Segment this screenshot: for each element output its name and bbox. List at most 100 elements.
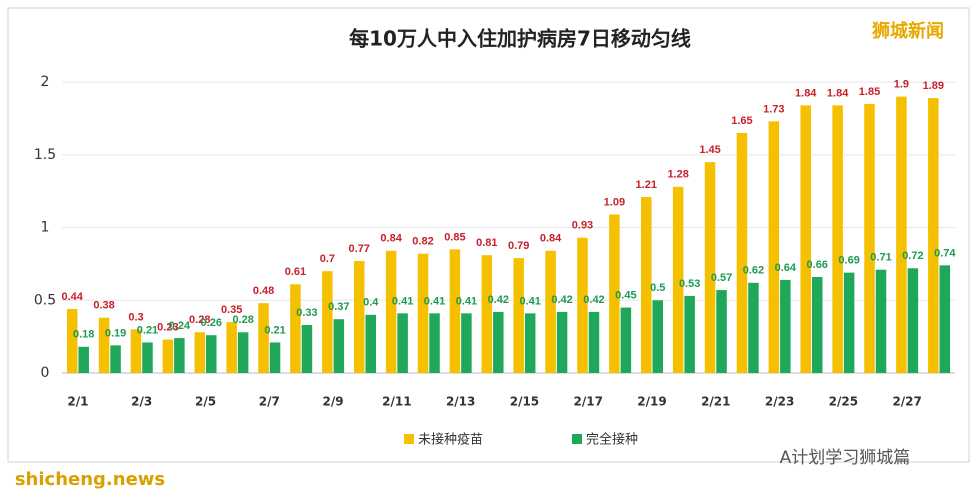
value-label: 1.45	[699, 144, 720, 156]
bar	[417, 253, 429, 373]
bar	[353, 261, 365, 373]
value-label: 0.37	[328, 301, 349, 313]
value-label: 0.41	[519, 295, 540, 307]
value-label: 0.33	[296, 307, 317, 319]
value-label: 0.81	[476, 237, 497, 249]
value-label: 0.23	[157, 321, 178, 333]
value-label: 0.21	[264, 324, 285, 336]
bar	[800, 105, 811, 373]
bar	[672, 186, 684, 373]
x-tick-label: 2/9	[323, 395, 344, 409]
bar	[194, 332, 206, 373]
value-label: 0.69	[838, 255, 859, 267]
value-label: 0.38	[93, 300, 114, 312]
value-label: 0.42	[551, 294, 572, 306]
bar	[98, 317, 110, 373]
x-tick-label: 2/19	[637, 395, 666, 409]
bar	[832, 105, 843, 373]
value-label: 0.28	[189, 314, 210, 326]
value-label: 0.66	[807, 259, 828, 271]
x-tick-label: 2/23	[765, 395, 794, 409]
value-label: 0.62	[743, 265, 764, 277]
x-tick-label: 2/13	[446, 395, 475, 409]
bar	[716, 290, 727, 373]
legend-swatch	[404, 434, 414, 444]
bar	[609, 214, 620, 373]
value-label: 0.41	[424, 295, 445, 307]
bar	[397, 313, 408, 373]
value-label: 0.7	[320, 253, 335, 265]
bar	[226, 322, 237, 373]
value-label: 1.28	[667, 169, 688, 181]
value-label: 0.71	[870, 252, 891, 264]
value-label: 1.09	[604, 196, 625, 208]
value-label: 1.21	[636, 179, 657, 191]
value-label: 0.53	[679, 278, 700, 290]
bar	[641, 197, 652, 373]
bar	[142, 342, 153, 373]
value-label: 0.41	[392, 295, 413, 307]
value-label: 0.35	[221, 304, 242, 316]
value-label: 0.42	[583, 294, 604, 306]
bar	[206, 335, 217, 373]
bar	[110, 345, 121, 373]
value-label: 0.82	[412, 236, 433, 248]
value-label: 0.28	[232, 314, 253, 326]
legend-label: 未接种疫苗	[418, 432, 483, 448]
value-label: 1.9	[894, 79, 909, 91]
bar	[620, 307, 632, 373]
bar	[365, 314, 376, 373]
bar	[322, 271, 333, 373]
bar	[864, 103, 875, 373]
x-tick-label: 2/7	[259, 395, 280, 409]
y-tick-label: 1	[41, 220, 50, 236]
bar	[130, 329, 142, 373]
bar	[301, 325, 313, 373]
x-tick-label: 2/3	[131, 395, 152, 409]
bar	[493, 311, 504, 373]
value-label: 0.85	[444, 231, 465, 243]
bar	[811, 277, 823, 373]
bar	[333, 319, 345, 373]
x-tick-label: 2/11	[382, 395, 411, 409]
value-label: 1.73	[763, 103, 784, 115]
value-label: 0.26	[201, 317, 222, 329]
value-label: 0.93	[572, 220, 593, 232]
bar	[545, 250, 556, 373]
bar	[269, 342, 281, 373]
legend-label: 完全接种	[586, 432, 638, 448]
value-label: 0.84	[380, 233, 402, 245]
bar	[162, 339, 174, 373]
x-tick-label: 2/25	[829, 395, 858, 409]
x-tick-label: 2/21	[701, 395, 730, 409]
bar	[736, 133, 748, 373]
bar	[385, 250, 397, 373]
watermark: A计划学习狮城篇	[780, 448, 911, 468]
value-label: 1.85	[859, 86, 880, 98]
value-label: 0.77	[349, 243, 370, 255]
value-label: 0.72	[902, 250, 923, 262]
value-label: 0.24	[169, 320, 191, 332]
x-tick-label: 2/1	[67, 395, 88, 409]
bar	[843, 272, 855, 373]
value-label: 0.57	[711, 272, 732, 284]
value-label: 0.45	[615, 289, 636, 301]
y-tick-label: 1.5	[34, 147, 56, 163]
watermark: shicheng.news	[15, 469, 165, 490]
value-label: 0.42	[488, 294, 509, 306]
value-label: 0.19	[105, 327, 126, 339]
bar	[928, 98, 939, 373]
bar	[588, 311, 600, 373]
value-label: 0.64	[775, 262, 797, 274]
bar	[748, 282, 759, 373]
bar	[556, 311, 568, 373]
bar	[429, 313, 440, 373]
y-tick-label: 0	[41, 365, 50, 381]
value-label: 1.84	[795, 87, 817, 99]
bar	[449, 249, 461, 373]
value-label: 0.41	[456, 295, 477, 307]
bar	[577, 237, 588, 373]
value-label: 0.18	[73, 329, 94, 341]
